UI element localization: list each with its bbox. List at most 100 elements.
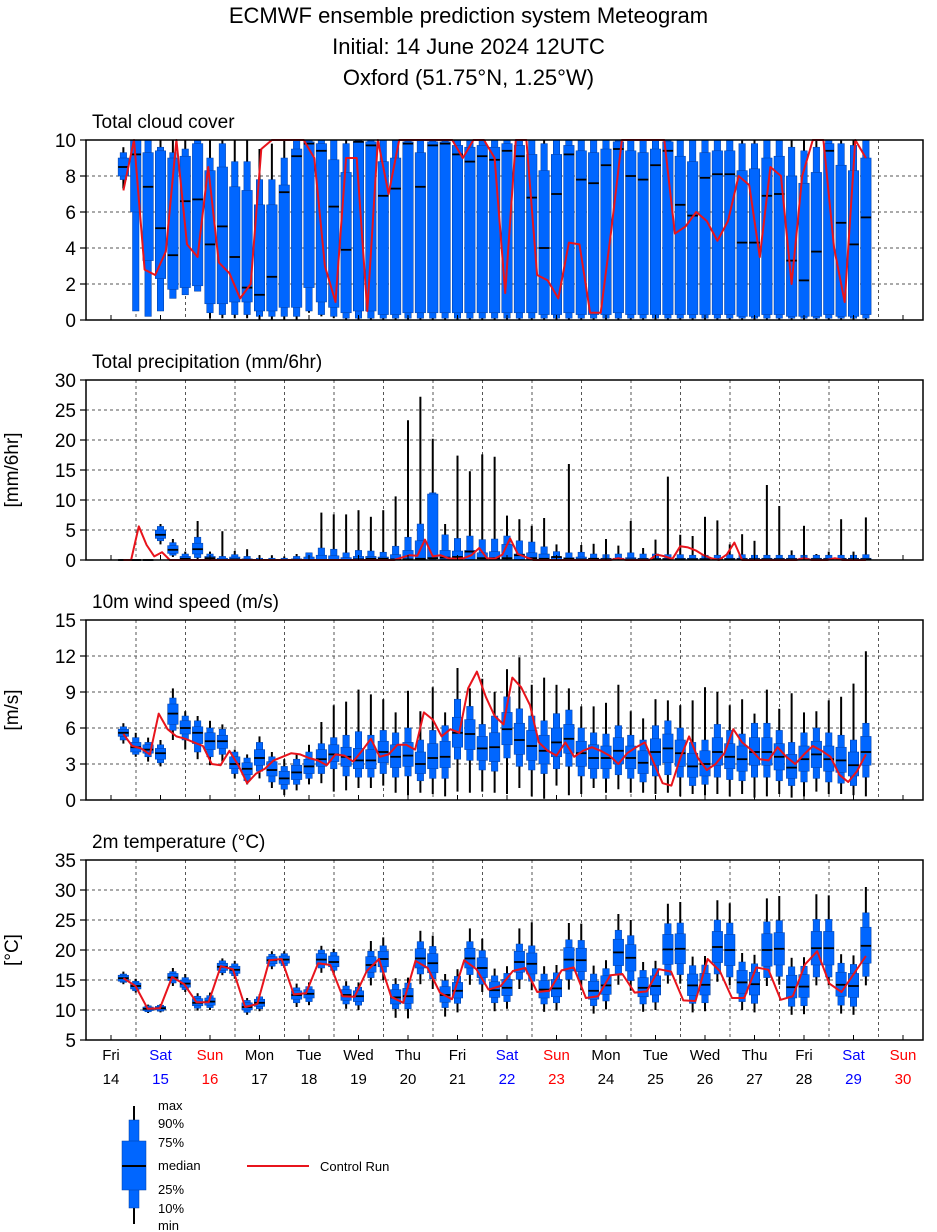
box-25-75 [427,141,439,314]
y-tick-label: 12 [55,647,76,668]
box-4 [155,524,166,545]
box-34 [526,139,538,320]
box-30 [476,139,488,320]
box-55 [786,140,798,320]
box-26 [427,687,439,794]
box-25-75 [241,190,253,303]
control-run-line [122,670,867,787]
box-25-75 [588,152,600,315]
box-25-75 [526,154,538,314]
box-38 [575,923,587,991]
box-61 [860,517,872,561]
box-19 [340,514,352,561]
box-3 [142,139,154,317]
y-tick-label: 9 [65,683,76,704]
box-11 [241,140,253,319]
box-25-75 [687,752,699,778]
box-51 [736,953,748,1010]
box-25-75 [612,141,624,314]
box-40 [600,702,612,793]
panel-title: 2m temperature (°C) [92,832,265,853]
y-tick-label: 15 [55,461,76,482]
chart-subtitle: Initial: 14 June 2024 12UTC [332,34,605,59]
box-25-75 [538,170,550,315]
box-52 [749,140,760,320]
y-tick-label: 20 [55,941,76,962]
day-number-label: 17 [251,1071,268,1088]
box-14 [278,759,290,796]
box-31 [489,692,501,793]
box-24 [402,420,414,561]
box-25-75 [513,722,525,755]
box-1 [117,723,129,744]
box-17 [315,512,327,561]
y-tick-label: 8 [65,167,76,188]
box-25-75 [266,204,278,312]
box-25-75 [464,146,476,314]
box-25-75 [439,740,451,768]
box-55 [786,693,798,798]
box-45 [662,700,674,793]
box-29 [464,139,476,320]
y-tick-label: 6 [65,719,76,740]
box-18 [328,948,340,976]
y-tick-label: 35 [55,851,76,872]
box-18 [328,139,340,319]
box-42 [625,920,637,991]
box-27 [439,139,451,320]
box-54 [773,896,785,985]
box-57 [810,711,822,792]
y-tick-label: 5 [65,521,76,542]
box-31 [489,456,501,561]
y-tick-label: 2 [65,275,76,296]
box-25-75 [476,145,488,314]
box-20 [353,510,364,561]
box-30 [476,938,488,992]
box-41 [612,684,624,790]
legend-label: 25% [158,1182,184,1197]
box-25-75 [254,204,265,312]
legend: max 90% 75% median 25% 10% min Control Run [121,1098,389,1232]
box-15 [291,983,303,1007]
box-22 [377,699,389,786]
box-34 [526,525,538,561]
box-40 [600,960,612,1010]
box-25-75 [278,184,290,308]
panel-1: Total cloud cover 0 2 4 6 8 10 [55,112,924,332]
box-56 [798,525,810,561]
box-25-75 [588,744,600,770]
box-26 [427,935,439,989]
day-number-label: 25 [647,1071,664,1088]
box-50 [724,139,736,320]
box-25-75 [402,141,414,314]
box-54 [773,139,785,320]
box-32 [501,966,513,1009]
panel-frame [85,139,924,321]
box-61 [860,139,872,320]
panel-4: 2m temperature (°C) [°C] 5 10 15 20 25 30 35 [2,832,924,1052]
box-25-75 [625,150,637,315]
box-25-75 [414,751,426,774]
box-35 [538,677,550,799]
box-15 [291,754,303,791]
box-25-75 [377,161,389,315]
legend-label: 75% [158,1135,184,1150]
box-6 [179,551,191,561]
box-26 [427,438,439,561]
box-25-75 [563,145,575,314]
box-23 [390,139,402,320]
panel-2: Total precipitation (mm/6hr) [mm/6hr] 0 5 10… [2,352,924,572]
panel-frame [85,379,924,561]
box-25-75 [303,141,315,288]
box-25-75 [650,148,661,315]
box-43 [637,962,649,1012]
box-25 [414,139,426,320]
box-50 [724,544,736,561]
box-25-75 [452,145,463,314]
box-15 [291,139,303,320]
box-5 [167,539,179,557]
box-59 [835,696,847,794]
box-55 [786,957,798,1015]
day-name-label: Mon [591,1047,620,1064]
box-34 [526,684,538,797]
